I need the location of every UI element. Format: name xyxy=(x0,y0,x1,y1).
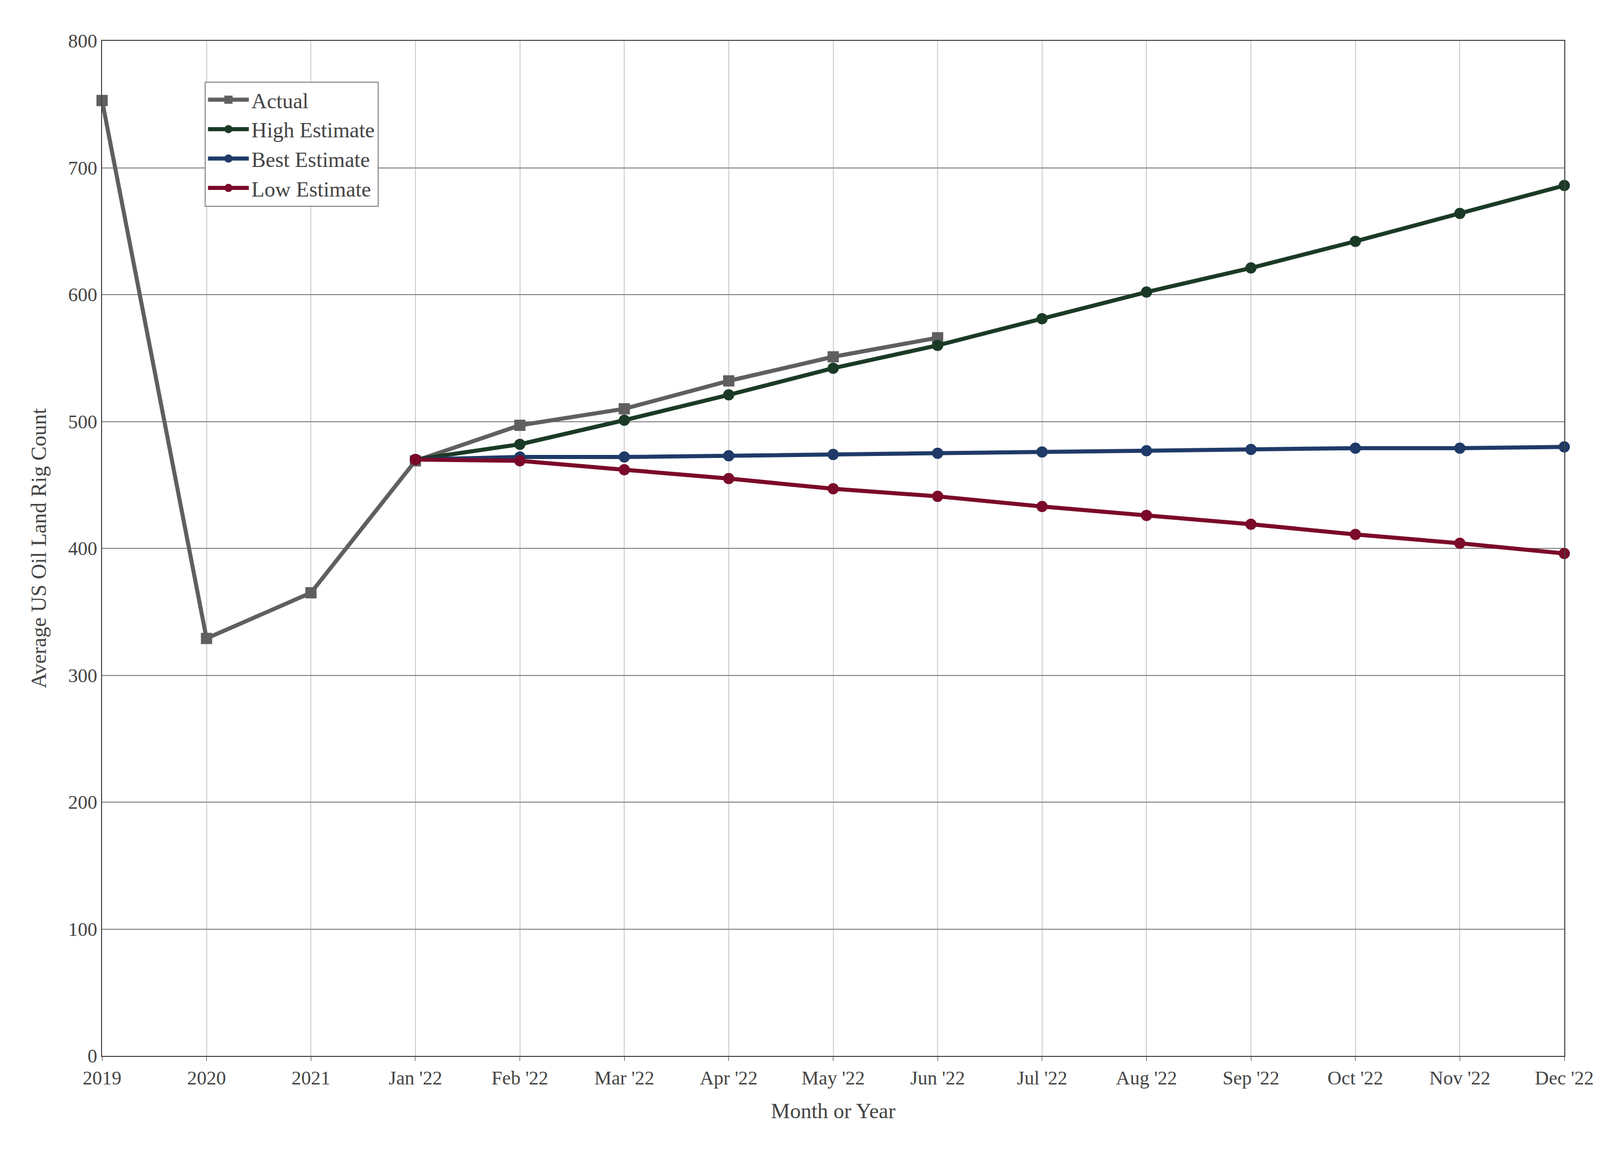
svg-text:Nov '22: Nov '22 xyxy=(1429,1066,1491,1089)
svg-text:500: 500 xyxy=(67,410,97,433)
svg-text:2020: 2020 xyxy=(187,1066,227,1089)
svg-text:Average US Oil Land Rig Count: Average US Oil Land Rig Count xyxy=(27,407,51,688)
svg-text:0: 0 xyxy=(87,1044,97,1067)
svg-text:700: 700 xyxy=(67,157,97,179)
svg-text:400: 400 xyxy=(67,537,97,559)
svg-text:May '22: May '22 xyxy=(801,1066,865,1089)
svg-text:2019: 2019 xyxy=(82,1066,122,1089)
svg-text:Oct '22: Oct '22 xyxy=(1327,1066,1384,1089)
svg-text:Mar '22: Mar '22 xyxy=(594,1066,655,1089)
svg-text:Best Estimate: Best Estimate xyxy=(251,148,371,172)
svg-text:Actual: Actual xyxy=(251,89,309,113)
svg-text:Sep '22: Sep '22 xyxy=(1222,1066,1279,1089)
svg-text:600: 600 xyxy=(67,283,97,306)
svg-text:Apr '22: Apr '22 xyxy=(699,1066,758,1089)
svg-text:Low Estimate: Low Estimate xyxy=(251,177,372,202)
svg-text:Aug '22: Aug '22 xyxy=(1116,1066,1178,1089)
svg-text:High Estimate: High Estimate xyxy=(251,118,375,142)
svg-text:Feb '22: Feb '22 xyxy=(491,1066,549,1089)
svg-text:200: 200 xyxy=(67,791,97,813)
svg-text:Month or Year: Month or Year xyxy=(771,1098,896,1123)
svg-text:800: 800 xyxy=(67,30,97,52)
svg-text:Jun '22: Jun '22 xyxy=(910,1066,966,1089)
svg-text:Jan '22: Jan '22 xyxy=(388,1066,442,1089)
svg-text:300: 300 xyxy=(67,664,97,686)
svg-text:2021: 2021 xyxy=(291,1066,331,1089)
svg-text:Dec '22: Dec '22 xyxy=(1534,1066,1594,1089)
svg-text:100: 100 xyxy=(67,918,97,940)
svg-text:Jul '22: Jul '22 xyxy=(1016,1066,1068,1089)
